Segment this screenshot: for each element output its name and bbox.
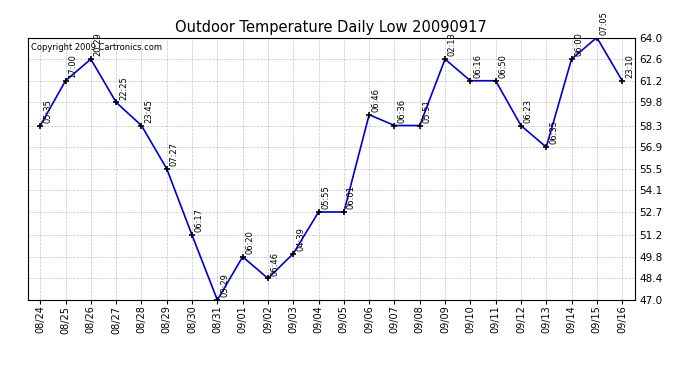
Text: 06:17: 06:17 — [195, 209, 204, 232]
Text: 20:29: 20:29 — [94, 33, 103, 56]
Text: 06:46: 06:46 — [270, 252, 279, 276]
Text: 06:36: 06:36 — [397, 99, 406, 123]
Text: 06:20: 06:20 — [246, 230, 255, 254]
Text: 23:10: 23:10 — [625, 54, 634, 78]
Text: 06:23: 06:23 — [524, 99, 533, 123]
Text: 17:00: 17:00 — [68, 54, 77, 78]
Text: 07:05: 07:05 — [600, 11, 609, 35]
Text: 05:35: 05:35 — [43, 99, 52, 123]
Text: Copyright 2009 Cartronics.com: Copyright 2009 Cartronics.com — [30, 43, 161, 52]
Text: 06:01: 06:01 — [346, 185, 355, 209]
Text: 06:00: 06:00 — [574, 33, 583, 56]
Title: Outdoor Temperature Daily Low 20090917: Outdoor Temperature Daily Low 20090917 — [175, 20, 487, 35]
Text: 05:55: 05:55 — [322, 186, 331, 209]
Text: 07:27: 07:27 — [170, 142, 179, 166]
Text: 06:50: 06:50 — [498, 54, 507, 78]
Text: 23:45: 23:45 — [144, 99, 153, 123]
Text: 06:46: 06:46 — [372, 88, 381, 112]
Text: 06:16: 06:16 — [473, 54, 482, 78]
Text: 22:25: 22:25 — [119, 76, 128, 100]
Text: 02:13: 02:13 — [448, 33, 457, 56]
Text: 03:29: 03:29 — [220, 273, 229, 297]
Text: 04:39: 04:39 — [296, 227, 305, 251]
Text: 05:51: 05:51 — [422, 99, 431, 123]
Text: 06:35: 06:35 — [549, 120, 558, 144]
